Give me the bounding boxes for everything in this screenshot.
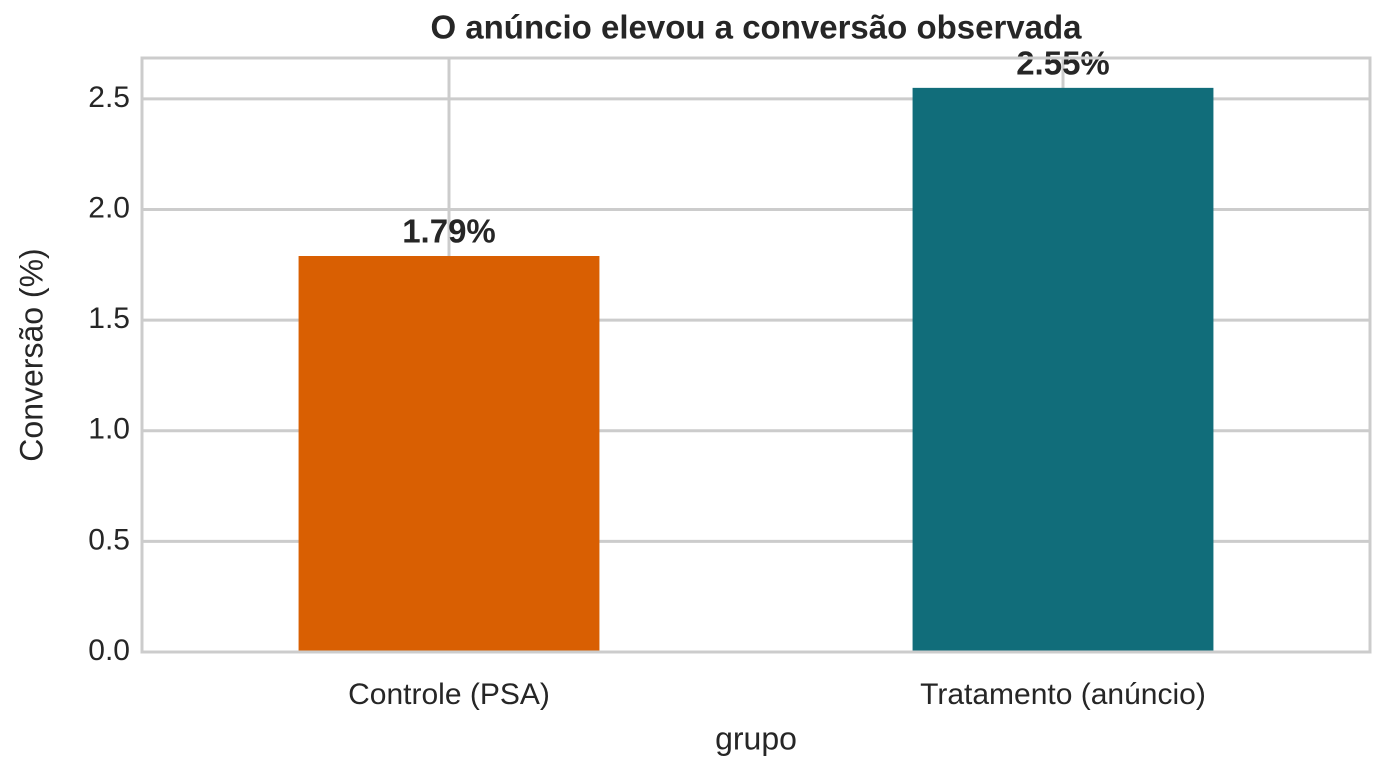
x-tick-label: Controle (PSA): [348, 678, 550, 711]
y-axis-label: Conversão (%): [13, 248, 49, 461]
plot-frame: [140, 56, 1372, 654]
chart-title: O anúncio elevou a conversão observada: [430, 9, 1082, 46]
y-tick-label: 1.0: [88, 413, 130, 446]
y-tick-label: 1.5: [88, 302, 130, 335]
value-label: 2.55%: [1016, 45, 1110, 82]
bar: [912, 87, 1214, 653]
bar: [298, 256, 600, 652]
x-axis-label: grupo: [715, 720, 797, 756]
y-tick-label: 0.5: [88, 523, 130, 556]
y-tick-label: 2.0: [88, 191, 130, 224]
y-tick-label: 0.0: [88, 634, 130, 667]
x-tick-label: Tratamento (anúncio): [920, 678, 1206, 711]
y-tick-label: 2.5: [88, 81, 130, 114]
value-label: 1.79%: [402, 213, 496, 250]
